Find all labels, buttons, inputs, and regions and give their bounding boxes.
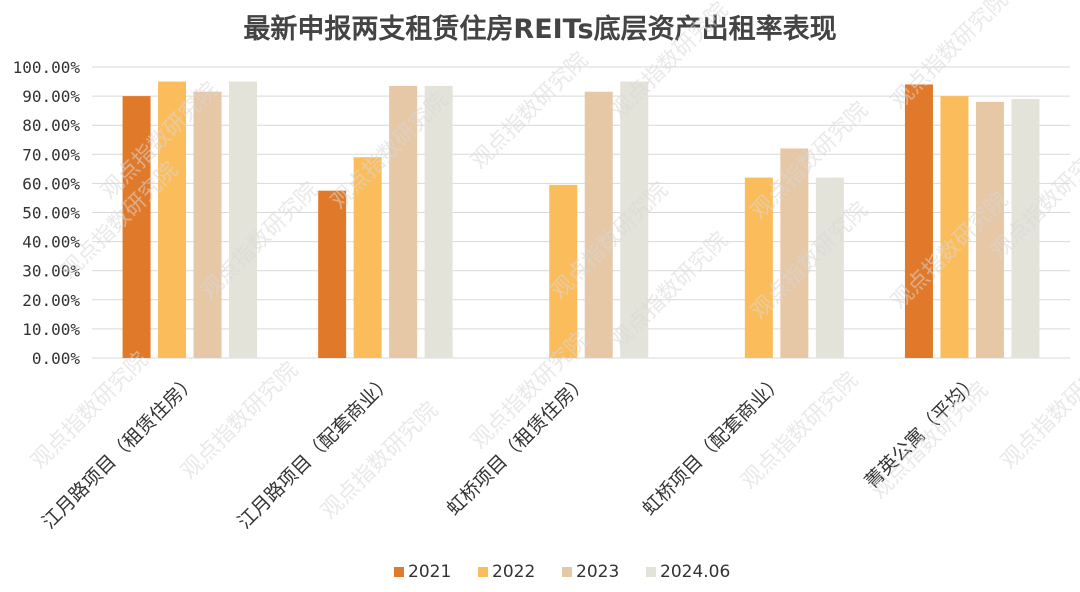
bars xyxy=(122,81,1040,359)
bar xyxy=(744,177,773,358)
y-tick-label: 80.00% xyxy=(22,116,80,135)
bar xyxy=(904,84,933,359)
legend-label: 2023 xyxy=(576,562,619,582)
bar xyxy=(193,91,222,359)
y-tick-label: 10.00% xyxy=(22,320,80,339)
bar xyxy=(780,148,809,358)
legend-swatch xyxy=(646,567,656,577)
legend-swatch xyxy=(478,567,488,577)
watermark-text: 观点指数研究院 xyxy=(177,358,304,485)
y-tick-label: 40.00% xyxy=(22,233,80,252)
legend: 2021 2022 2023 2024.06 xyxy=(394,562,730,582)
legend-label: 2024.06 xyxy=(660,562,730,582)
y-tick-label: 30.00% xyxy=(22,262,80,281)
y-axis: 0.00% 10.00% 20.00% 30.00% 40.00% 50.00% 60.00… xyxy=(13,58,81,368)
watermark-text: 观点指数研究院 xyxy=(867,378,994,505)
bar xyxy=(318,190,347,358)
y-tick-label: 70.00% xyxy=(22,145,80,164)
bar xyxy=(122,96,151,358)
chart-title: 最新申报两支租赁住房REITs底层资产出租率表现 xyxy=(243,13,836,45)
y-tick-label: 90.00% xyxy=(22,87,80,106)
bar xyxy=(549,184,578,358)
bar xyxy=(389,85,418,358)
bar xyxy=(1011,99,1040,358)
watermark-text: 观点指数研究院 xyxy=(997,348,1080,475)
y-tick-label: 60.00% xyxy=(22,174,80,193)
bar xyxy=(353,157,382,358)
bar xyxy=(975,101,1004,359)
bar xyxy=(158,81,187,359)
bar xyxy=(584,91,613,359)
bar xyxy=(620,81,649,359)
x-tick-label: 虹桥项目（配套商业） xyxy=(638,370,788,520)
y-tick-label: 20.00% xyxy=(22,291,80,310)
bar xyxy=(229,81,258,359)
bar xyxy=(815,177,844,358)
bar xyxy=(424,85,453,358)
legend-swatch xyxy=(394,567,404,577)
legend-swatch xyxy=(562,567,572,577)
y-tick-label: 0.00% xyxy=(32,349,81,368)
y-tick-label: 100.00% xyxy=(13,58,81,77)
y-tick-label: 50.00% xyxy=(22,204,80,223)
legend-label: 2022 xyxy=(492,562,535,582)
legend-label: 2021 xyxy=(408,562,451,582)
bar xyxy=(940,96,969,358)
